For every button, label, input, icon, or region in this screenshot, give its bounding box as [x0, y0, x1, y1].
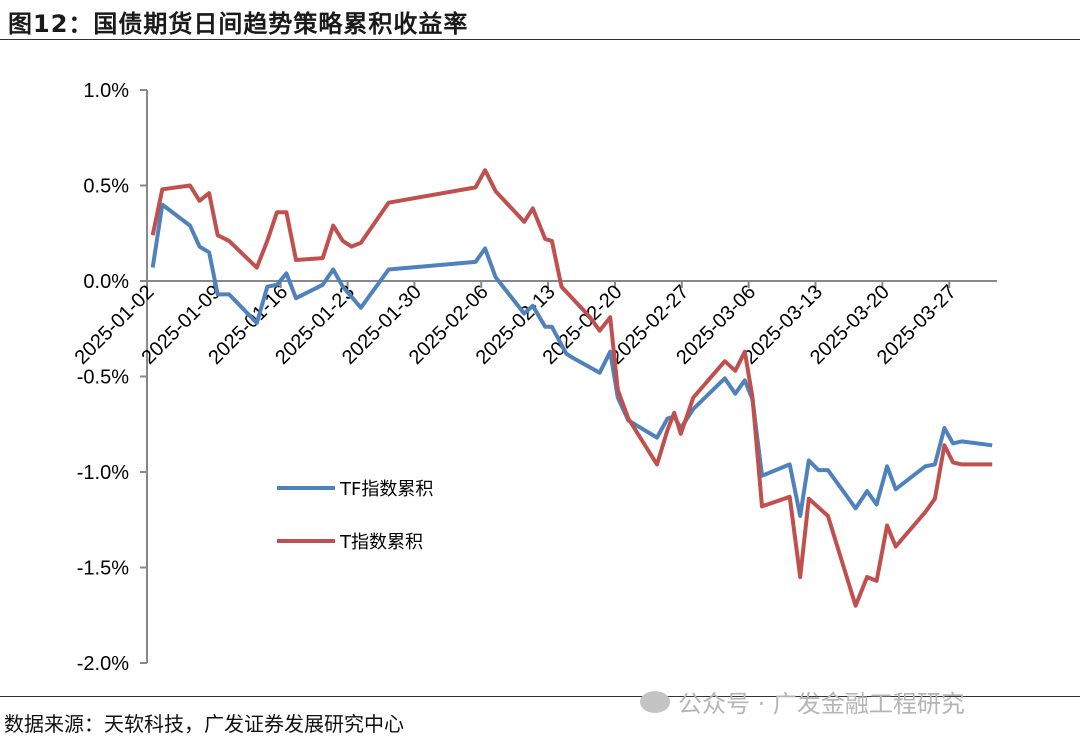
title-divider: [0, 39, 1080, 40]
figure-title: 图12：国债期货日间趋势策略累积收益率: [8, 10, 469, 38]
line-chart: 1.0%0.5%0.0%-0.5%-1.0%-1.5%-2.0%2025-01-…: [71, 80, 997, 675]
y-tick-label: 0.0%: [83, 271, 129, 293]
wechat-icon: [640, 690, 670, 713]
legend-label: T指数累积: [339, 532, 423, 553]
y-tick-label: 0.5%: [83, 176, 129, 198]
watermark: 公众号 · 广发金融工程研究: [640, 684, 965, 719]
y-tick-label: -1.5%: [77, 558, 129, 580]
series-line-tf: [150, 202, 993, 518]
source-note: 数据来源：天软科技，广发证券发展研究中心: [4, 712, 404, 736]
footer-divider: [0, 696, 1080, 697]
series-line-t: [150, 168, 993, 608]
y-tick-label: 1.0%: [83, 80, 129, 102]
watermark-text: 公众号 · 广发金融工程研究: [678, 690, 965, 718]
y-tick-label: -0.5%: [77, 367, 129, 389]
y-tick-label: -1.0%: [77, 462, 129, 484]
legend-label: TF指数累积: [339, 479, 433, 500]
y-tick-label: -2.0%: [77, 653, 129, 675]
